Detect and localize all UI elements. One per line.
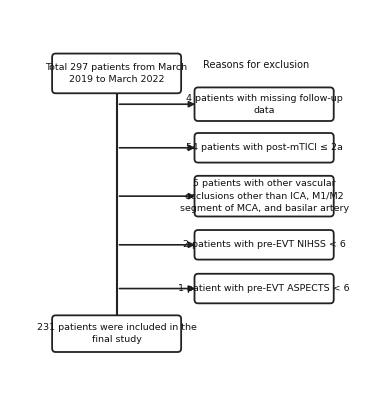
- FancyBboxPatch shape: [195, 230, 334, 260]
- Text: 4 patients with missing follow-up
data: 4 patients with missing follow-up data: [186, 94, 342, 115]
- FancyBboxPatch shape: [195, 133, 334, 162]
- FancyBboxPatch shape: [52, 315, 181, 352]
- Text: 54 patients with post-mTICI ≤ 2a: 54 patients with post-mTICI ≤ 2a: [186, 143, 342, 152]
- FancyBboxPatch shape: [195, 176, 334, 216]
- FancyBboxPatch shape: [195, 274, 334, 303]
- Text: 2 patients with pre-EVT NIHSS < 6: 2 patients with pre-EVT NIHSS < 6: [183, 240, 345, 249]
- Text: 1 patient with pre-EVT ASPECTS < 6: 1 patient with pre-EVT ASPECTS < 6: [178, 284, 350, 293]
- FancyBboxPatch shape: [195, 88, 334, 121]
- FancyBboxPatch shape: [52, 54, 181, 93]
- Text: Total 297 patients from March
2019 to March 2022: Total 297 patients from March 2019 to Ma…: [46, 63, 188, 84]
- Text: Reasons for exclusion: Reasons for exclusion: [203, 60, 309, 70]
- Text: 5 patients with other vascular
occlusions other than ICA, M1/M2
segment of MCA, : 5 patients with other vascular occlusion…: [180, 180, 349, 213]
- Text: 231 patients were included in the
final study: 231 patients were included in the final …: [37, 323, 197, 344]
